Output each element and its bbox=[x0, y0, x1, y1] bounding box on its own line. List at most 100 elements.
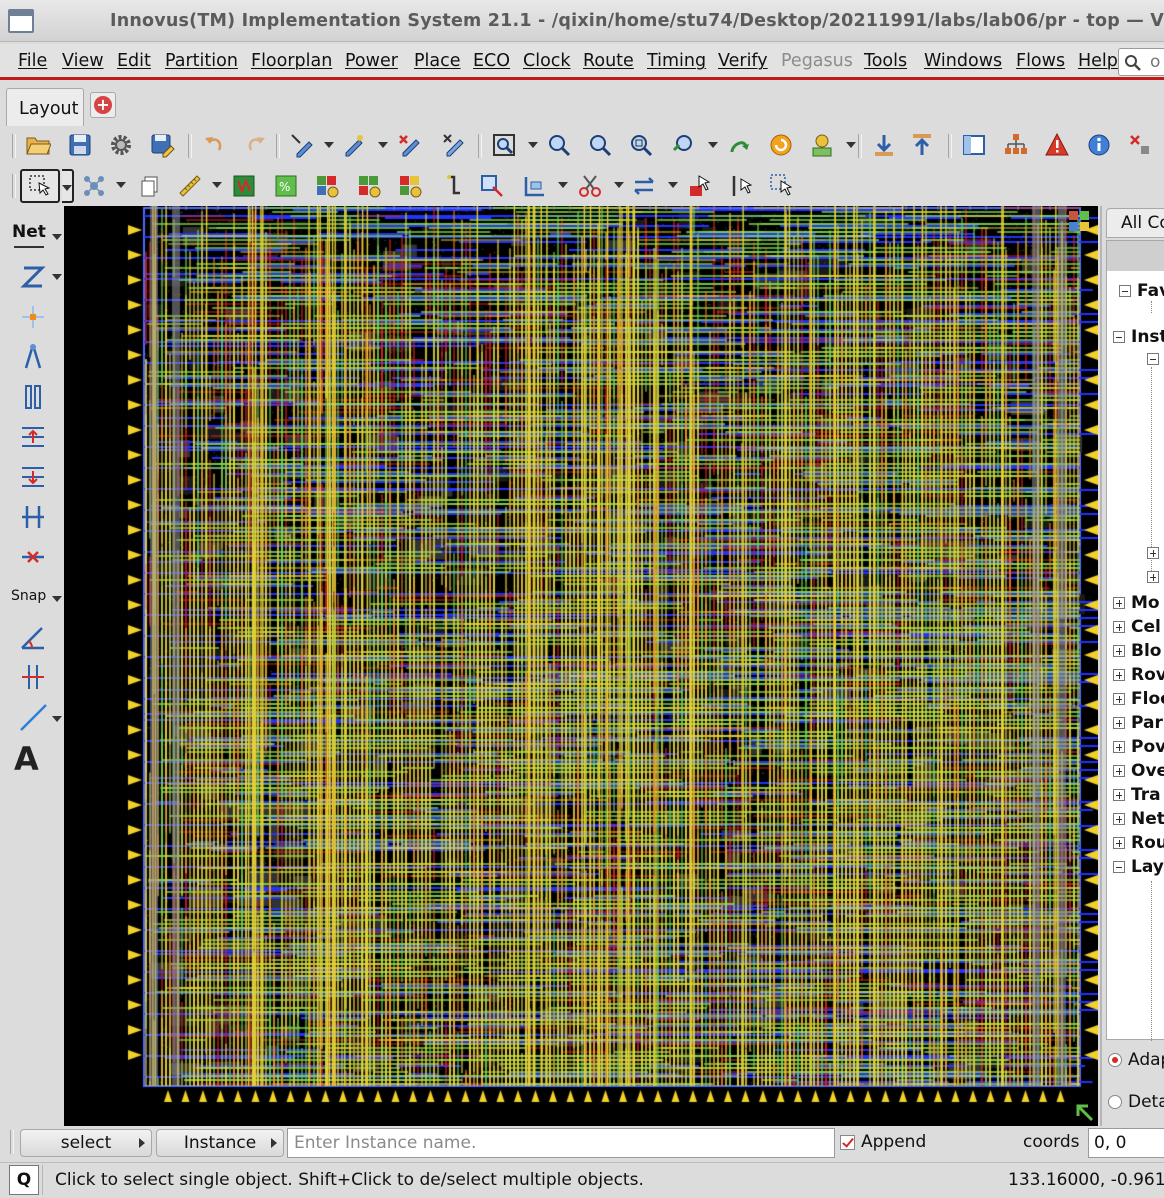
chevron-down-icon[interactable] bbox=[212, 180, 222, 190]
tree-item[interactable]: Par bbox=[1113, 713, 1163, 733]
chevron-down-icon[interactable] bbox=[528, 140, 538, 150]
menu-power[interactable]: Power bbox=[345, 51, 398, 71]
tree-item[interactable]: Lay bbox=[1113, 857, 1164, 877]
instance-name-input[interactable] bbox=[287, 1128, 835, 1158]
save-as-icon[interactable] bbox=[148, 131, 176, 159]
pan-icon[interactable] bbox=[725, 131, 753, 159]
menu-route[interactable]: Route bbox=[583, 51, 634, 71]
menu-file[interactable]: File bbox=[18, 51, 48, 71]
add-via-icon[interactable] bbox=[14, 300, 52, 334]
zoom-out-icon[interactable] bbox=[586, 131, 614, 159]
menu-edit[interactable]: Edit bbox=[117, 51, 151, 71]
tree-favorites[interactable]: Fav bbox=[1119, 281, 1164, 301]
flight-line-icon[interactable] bbox=[1126, 131, 1154, 159]
chevron-down-icon[interactable] bbox=[846, 140, 856, 150]
net-filter-label[interactable]: Net bbox=[12, 222, 46, 248]
select-tool-icon[interactable] bbox=[20, 169, 60, 203]
select-path-icon[interactable] bbox=[728, 172, 756, 200]
menu-place[interactable]: Place bbox=[414, 51, 461, 71]
design-layout-view[interactable] bbox=[64, 206, 1098, 1126]
detail-radio[interactable]: Deta bbox=[1108, 1092, 1164, 1112]
zoom-in-icon[interactable] bbox=[545, 131, 573, 159]
move-up-icon[interactable] bbox=[908, 131, 936, 159]
tree-item[interactable]: Blo bbox=[1113, 641, 1161, 661]
instance-type-button[interactable]: Instance bbox=[156, 1129, 284, 1157]
open-folder-icon[interactable] bbox=[24, 131, 52, 159]
select-tool-dropdown[interactable] bbox=[62, 169, 74, 203]
stretch-icon[interactable] bbox=[478, 172, 506, 200]
menu-floorplan[interactable]: Floorplan bbox=[251, 51, 333, 71]
delete-wire-icon[interactable] bbox=[14, 540, 52, 574]
refresh-icon[interactable] bbox=[767, 131, 795, 159]
adaptive-radio[interactable]: Adap bbox=[1108, 1050, 1164, 1070]
menu-eco[interactable]: ECO bbox=[473, 51, 511, 71]
edit-pen-icon[interactable] bbox=[340, 131, 368, 159]
menu-view[interactable]: View bbox=[62, 51, 104, 71]
align-bottom-icon[interactable] bbox=[14, 460, 52, 494]
menu-flows[interactable]: Flows bbox=[1016, 51, 1066, 71]
tree-item[interactable]: Pov bbox=[1113, 737, 1164, 757]
add-tab-button[interactable]: + bbox=[90, 92, 116, 118]
chevron-down-icon[interactable] bbox=[116, 180, 126, 190]
tree-item[interactable]: Rou bbox=[1113, 833, 1164, 853]
add-wire-icon[interactable] bbox=[14, 260, 52, 294]
expand-icon[interactable] bbox=[1147, 547, 1159, 559]
select-pen-icon[interactable] bbox=[288, 131, 316, 159]
add-module-icon[interactable] bbox=[396, 172, 424, 200]
redo-icon[interactable] bbox=[242, 131, 270, 159]
menu-help[interactable]: Help bbox=[1078, 51, 1118, 71]
undo-icon[interactable] bbox=[200, 131, 228, 159]
text-tool-icon[interactable]: A bbox=[14, 740, 39, 778]
window-icon[interactable] bbox=[8, 9, 34, 33]
wire-spacing-icon[interactable] bbox=[14, 380, 52, 414]
compass-icon[interactable] bbox=[14, 340, 52, 374]
resize-icon[interactable] bbox=[576, 172, 604, 200]
tree-instances[interactable]: Inst bbox=[1113, 327, 1164, 347]
zoom-select-icon[interactable] bbox=[627, 131, 655, 159]
collapse-icon[interactable] bbox=[1113, 331, 1125, 343]
chevron-down-icon[interactable] bbox=[52, 232, 62, 242]
move-down-icon[interactable] bbox=[870, 131, 898, 159]
chevron-down-icon[interactable] bbox=[558, 180, 568, 190]
collapse-icon[interactable] bbox=[1147, 353, 1159, 365]
layer-grid-icon[interactable] bbox=[1068, 210, 1090, 232]
info-icon[interactable] bbox=[1085, 131, 1113, 159]
zoom-previous-icon[interactable] bbox=[670, 131, 698, 159]
hierarchy-icon[interactable] bbox=[1002, 131, 1030, 159]
gear-icon[interactable] bbox=[107, 131, 135, 159]
net-edit-icon[interactable] bbox=[686, 172, 714, 200]
expand-icon[interactable] bbox=[1147, 571, 1159, 583]
violation-icon[interactable] bbox=[1043, 131, 1071, 159]
delete-pen-icon[interactable] bbox=[396, 131, 424, 159]
layout-canvas[interactable] bbox=[64, 206, 1098, 1126]
select-mode-button[interactable]: select bbox=[20, 1129, 152, 1157]
copy-icon[interactable] bbox=[136, 172, 164, 200]
tree-item[interactable]: Tra bbox=[1113, 785, 1161, 805]
menu-verify[interactable]: Verify bbox=[718, 51, 768, 71]
menu-timing[interactable]: Timing bbox=[647, 51, 707, 71]
snap-label[interactable]: Snap bbox=[11, 588, 47, 604]
move-icon[interactable] bbox=[631, 172, 659, 200]
append-checkbox[interactable] bbox=[840, 1135, 855, 1150]
cluster-icon[interactable] bbox=[80, 172, 108, 200]
cut-icon[interactable] bbox=[521, 172, 549, 200]
coords-field[interactable]: 0, 0 bbox=[1088, 1128, 1164, 1158]
clear-highlight-icon[interactable] bbox=[440, 131, 468, 159]
menu-clock[interactable]: Clock bbox=[523, 51, 571, 71]
chevron-down-icon[interactable] bbox=[378, 140, 388, 150]
tree-item[interactable]: Net bbox=[1113, 809, 1164, 829]
layout-panel-icon[interactable] bbox=[960, 131, 988, 159]
chevron-down-icon[interactable] bbox=[52, 714, 62, 724]
placement-map-icon[interactable]: % bbox=[272, 172, 300, 200]
tree-item[interactable]: Ove bbox=[1113, 761, 1164, 781]
menu-windows[interactable]: Windows bbox=[924, 51, 1003, 71]
snapshot-icon[interactable] bbox=[808, 131, 836, 159]
align-top-icon[interactable] bbox=[14, 420, 52, 454]
density-map-icon[interactable] bbox=[230, 172, 258, 200]
add-instance-icon[interactable] bbox=[313, 172, 341, 200]
chevron-down-icon[interactable] bbox=[668, 180, 678, 190]
collapse-icon[interactable] bbox=[1119, 285, 1131, 297]
select-area-icon[interactable] bbox=[768, 172, 796, 200]
zoom-fit-icon[interactable] bbox=[490, 131, 518, 159]
menu-tools[interactable]: Tools bbox=[864, 51, 908, 71]
